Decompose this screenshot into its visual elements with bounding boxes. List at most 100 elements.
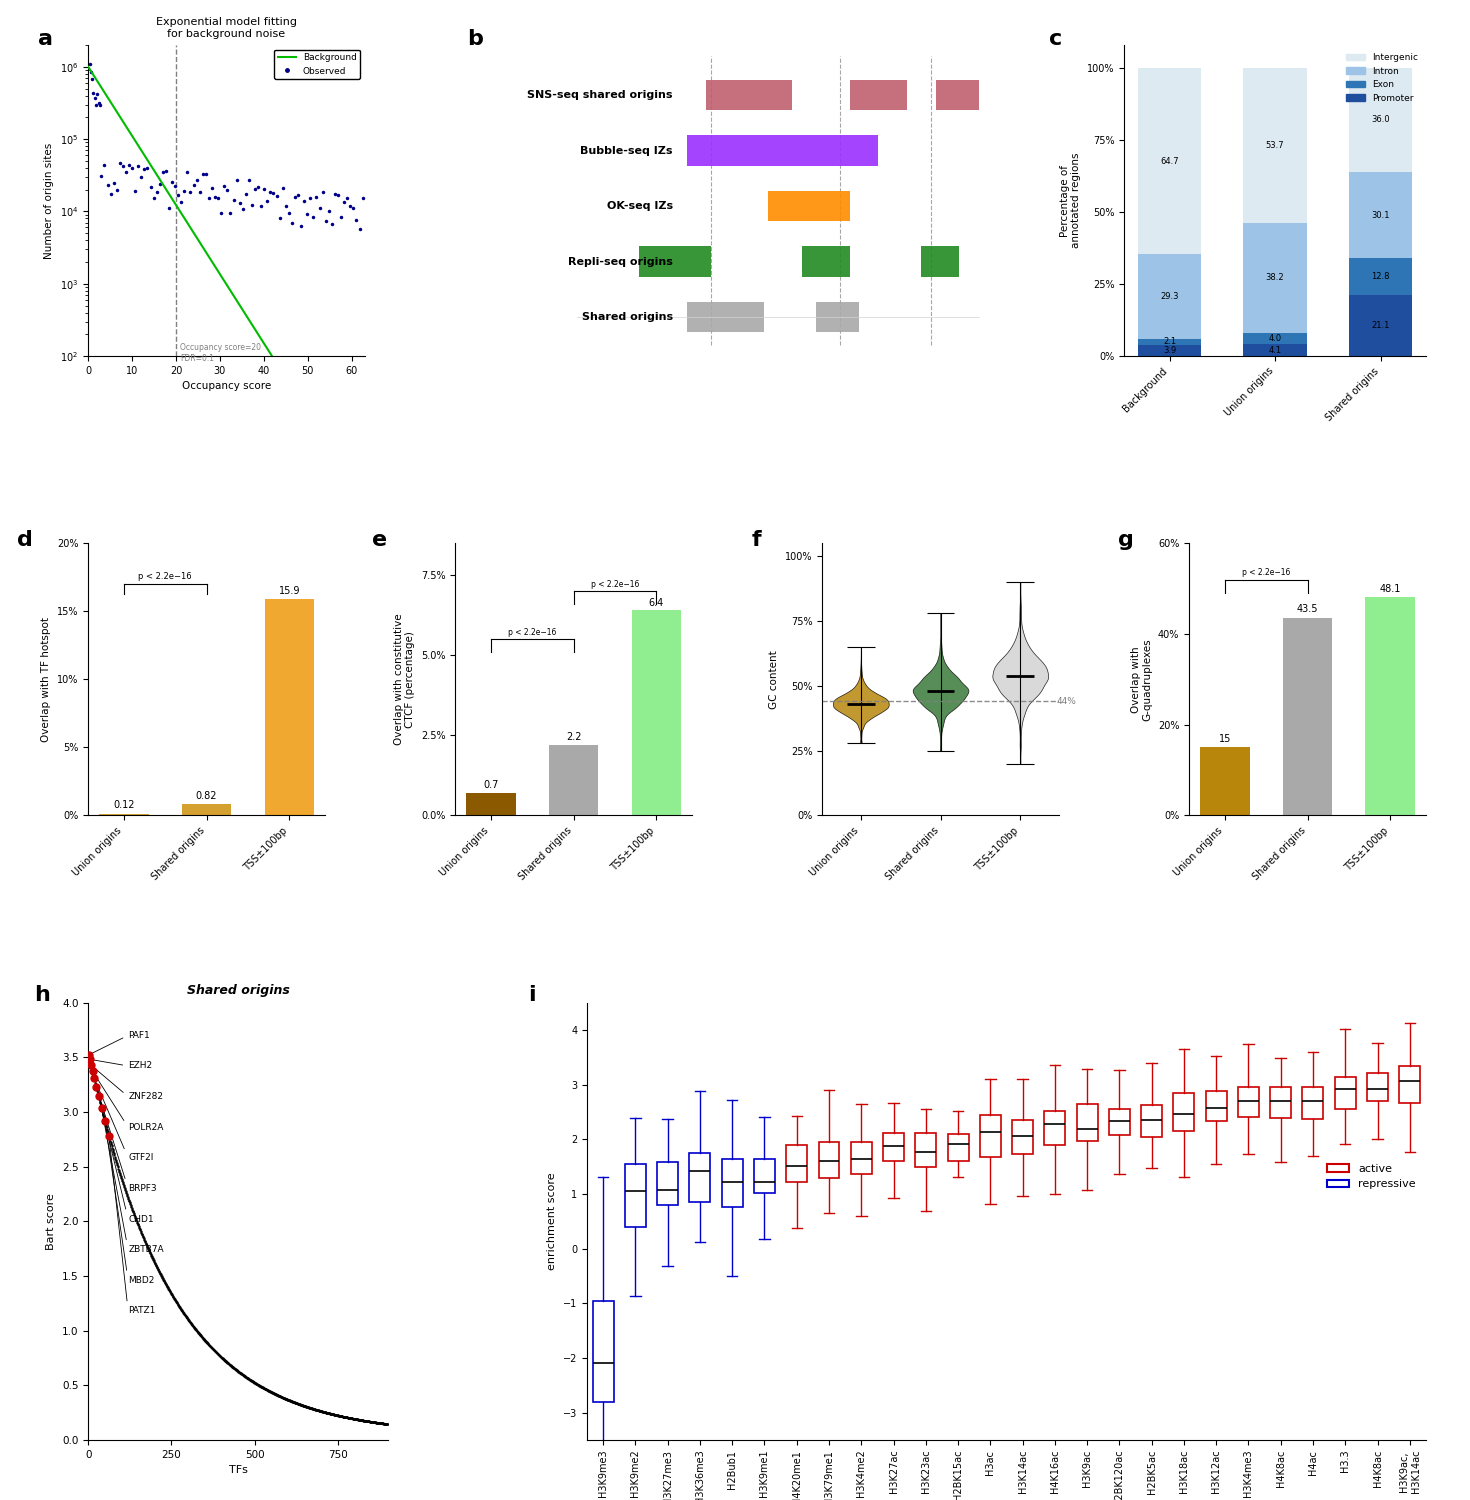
Y-axis label: Percentage of
annotated regions: Percentage of annotated regions	[1060, 153, 1082, 249]
Bar	[935, 80, 979, 111]
Text: Repli-seq origins: Repli-seq origins	[567, 256, 673, 267]
Line: Background: Background	[88, 68, 365, 503]
Bar	[1244, 222, 1307, 333]
Bar	[1244, 68, 1307, 222]
Text: CHD1: CHD1	[98, 1100, 154, 1224]
Background	[243, 315, 260, 333]
Text: PAF1: PAF1	[91, 1030, 150, 1053]
PathPatch shape	[980, 1114, 1001, 1156]
Text: h: h	[34, 986, 50, 1005]
Bar	[1200, 747, 1250, 816]
Text: BRPF3: BRPF3	[97, 1089, 157, 1192]
Bar	[98, 815, 148, 816]
PathPatch shape	[916, 1132, 936, 1167]
Text: 64.7: 64.7	[1160, 156, 1179, 165]
PathPatch shape	[1335, 1077, 1355, 1108]
PathPatch shape	[1044, 1112, 1066, 1146]
Text: 48.1: 48.1	[1380, 584, 1401, 594]
Bar	[816, 302, 858, 333]
PathPatch shape	[1302, 1088, 1323, 1119]
Text: i: i	[528, 986, 537, 1005]
Observed	[81, 56, 98, 74]
PathPatch shape	[883, 1132, 904, 1161]
PathPatch shape	[1205, 1090, 1226, 1120]
Text: 29.3: 29.3	[1160, 292, 1179, 302]
Title: Exponential model fitting
for background noise: Exponential model fitting for background…	[156, 16, 297, 39]
Text: 21.1: 21.1	[1372, 321, 1389, 330]
Line: Observed: Observed	[87, 62, 365, 231]
PathPatch shape	[851, 1143, 872, 1173]
Bar	[922, 246, 960, 278]
PathPatch shape	[1013, 1120, 1033, 1155]
Bar	[1349, 296, 1413, 356]
PathPatch shape	[592, 1302, 613, 1402]
Bar	[1349, 258, 1413, 296]
Text: p < 2.2e−16: p < 2.2e−16	[509, 627, 556, 636]
Text: a: a	[38, 30, 53, 50]
Background	[313, 424, 331, 442]
Background	[81, 58, 98, 76]
Text: p < 2.2e−16: p < 2.2e−16	[1242, 568, 1291, 578]
PathPatch shape	[1141, 1106, 1163, 1137]
Text: 6.4: 6.4	[648, 598, 664, 608]
Bar	[1283, 618, 1332, 816]
PathPatch shape	[1399, 1066, 1420, 1102]
PathPatch shape	[1173, 1094, 1195, 1131]
Text: 15.9: 15.9	[279, 585, 300, 596]
Text: ZNF282: ZNF282	[93, 1066, 163, 1101]
Bar	[686, 135, 878, 166]
Text: Bubble-seq IZs: Bubble-seq IZs	[581, 146, 673, 156]
PathPatch shape	[786, 1144, 807, 1182]
Text: SNS-seq shared origins: SNS-seq shared origins	[528, 90, 673, 101]
Text: 36.0: 36.0	[1372, 116, 1389, 124]
Text: d: d	[18, 530, 32, 549]
PathPatch shape	[625, 1164, 645, 1227]
Text: 2.1: 2.1	[1163, 338, 1176, 346]
Observed	[354, 189, 372, 207]
Observed	[79, 60, 97, 78]
Legend: Intergenic, Intron, Exon, Promoter: Intergenic, Intron, Exon, Promoter	[1344, 50, 1421, 106]
Text: Occupancy score=20
FDR=0.1: Occupancy score=20 FDR=0.1	[181, 344, 262, 363]
Text: POLR2A: POLR2A	[94, 1074, 163, 1131]
Observed	[332, 209, 350, 226]
Background	[331, 453, 348, 471]
Bar	[1349, 68, 1413, 171]
PathPatch shape	[1108, 1108, 1130, 1136]
Text: 0.12: 0.12	[113, 801, 135, 810]
Text: 0.82: 0.82	[196, 790, 218, 801]
PathPatch shape	[722, 1158, 742, 1208]
Text: Shared origins: Shared origins	[582, 312, 673, 322]
Text: 15: 15	[1219, 734, 1230, 744]
Observed	[104, 174, 122, 192]
Text: 2.2: 2.2	[566, 732, 581, 742]
Text: 43.5: 43.5	[1297, 604, 1319, 615]
Bar	[466, 794, 516, 816]
PathPatch shape	[1270, 1088, 1291, 1119]
Text: b: b	[467, 30, 484, 50]
Bar	[182, 804, 231, 816]
Bar	[639, 246, 711, 278]
Y-axis label: GC content: GC content	[769, 650, 779, 708]
Bar	[1138, 339, 1201, 345]
Observed	[148, 183, 166, 201]
X-axis label: Occupancy score: Occupancy score	[182, 381, 270, 392]
PathPatch shape	[1238, 1088, 1258, 1116]
Text: 3.9: 3.9	[1163, 346, 1176, 355]
Text: 4.0: 4.0	[1269, 334, 1282, 344]
Bar	[1366, 597, 1416, 816]
Text: c: c	[1048, 30, 1061, 50]
Bar	[548, 746, 598, 816]
Bar	[769, 190, 850, 222]
Text: MBD2: MBD2	[106, 1124, 154, 1286]
Bar	[706, 80, 792, 111]
Bar	[1244, 345, 1307, 355]
Bar	[850, 80, 907, 111]
Legend: active, repressive: active, repressive	[1323, 1160, 1420, 1194]
Background	[244, 316, 262, 334]
Text: PATZ1: PATZ1	[109, 1138, 156, 1316]
Legend: Background, Observed: Background, Observed	[273, 50, 360, 80]
Text: 4.1: 4.1	[1269, 345, 1282, 354]
Text: ZBTB7A: ZBTB7A	[101, 1112, 163, 1254]
Text: 53.7: 53.7	[1266, 141, 1285, 150]
PathPatch shape	[754, 1158, 775, 1192]
